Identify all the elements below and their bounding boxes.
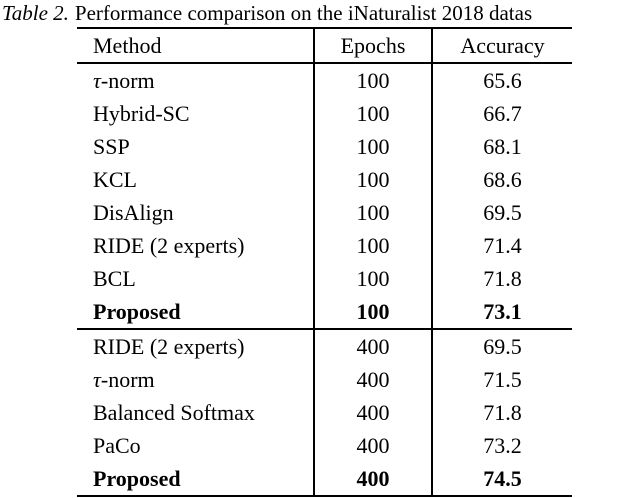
accuracy-cell: 65.6 [431,63,572,97]
table-caption: Table 2. Performance comparison on the iN… [2,1,626,25]
table-row: SSP 100 68.1 [77,130,572,163]
epochs-cell: 400 [313,462,432,496]
table-row: τ-norm 400 71.5 [77,363,572,396]
epochs-cell: 100 [313,163,432,196]
method-cell: Balanced Softmax [93,400,255,425]
accuracy-cell: 71.8 [431,262,572,295]
accuracy-cell: 71.8 [431,396,572,429]
results-table: Method Epochs Accuracy τ-norm 100 65.6 Hybr… [77,27,572,497]
epochs-cell: 100 [313,229,432,262]
column-header-method: Method [77,28,314,64]
column-header-epochs: Epochs [313,28,432,64]
epochs-cell: 400 [313,396,432,429]
accuracy-cell: 71.4 [431,229,572,262]
table-row: Balanced Softmax 400 71.8 [77,396,572,429]
epochs-cell: 100 [313,295,432,329]
header-row: Method Epochs Accuracy [77,28,572,64]
table-row: RIDE (2 experts) 400 69.5 [77,328,572,363]
table-row: BCL 100 71.8 [77,262,572,295]
table-caption-text: Performance comparison on the iNaturalis… [74,1,533,25]
table-row: DisAlign 100 69.5 [77,196,572,229]
epochs-cell: 100 [313,97,432,130]
accuracy-cell: 68.1 [431,130,572,163]
method-cell: τ-norm [93,367,155,392]
epochs-cell: 100 [313,63,432,97]
accuracy-cell: 66.7 [431,97,572,130]
method-cell: Hybrid-SC [93,101,190,126]
accuracy-cell: 68.6 [431,163,572,196]
epochs-cell: 400 [313,328,432,363]
method-cell: BCL [93,266,136,291]
accuracy-cell: 73.2 [431,429,572,462]
method-cell: τ-norm [93,68,155,93]
epochs-cell: 100 [313,196,432,229]
column-header-accuracy: Accuracy [431,28,572,64]
table-caption-label: Table 2. [2,1,69,25]
accuracy-cell: 73.1 [431,295,572,329]
epochs-cell: 100 [313,262,432,295]
table-row: RIDE (2 experts) 100 71.4 [77,229,572,262]
accuracy-cell: 71.5 [431,363,572,396]
method-cell: KCL [93,167,137,192]
method-cell: SSP [93,134,130,159]
method-cell: RIDE (2 experts) [77,328,314,363]
accuracy-cell: 74.5 [431,462,572,496]
tau-symbol: τ [93,367,101,392]
method-cell: PaCo [93,433,141,458]
accuracy-cell: 69.5 [431,196,572,229]
table-row: Proposed 100 73.1 [77,295,572,329]
epochs-cell: 400 [313,429,432,462]
table-row: Hybrid-SC 100 66.7 [77,97,572,130]
method-cell: DisAlign [93,200,174,225]
method-cell: Proposed [93,466,181,491]
epochs-cell: 400 [313,363,432,396]
table-row: τ-norm 100 65.6 [77,63,572,97]
table-body: τ-norm 100 65.6 Hybrid-SC 100 66.7 SSP 100 68.1 K… [77,63,572,496]
tau-symbol: τ [93,68,101,93]
method-cell: Proposed [93,299,181,324]
table-row: Proposed 400 74.5 [77,462,572,496]
method-cell: RIDE (2 experts) [93,233,245,258]
epochs-cell: 100 [313,130,432,163]
table-row: PaCo 400 73.2 [77,429,572,462]
table-row: KCL 100 68.6 [77,163,572,196]
accuracy-cell: 69.5 [431,328,572,363]
